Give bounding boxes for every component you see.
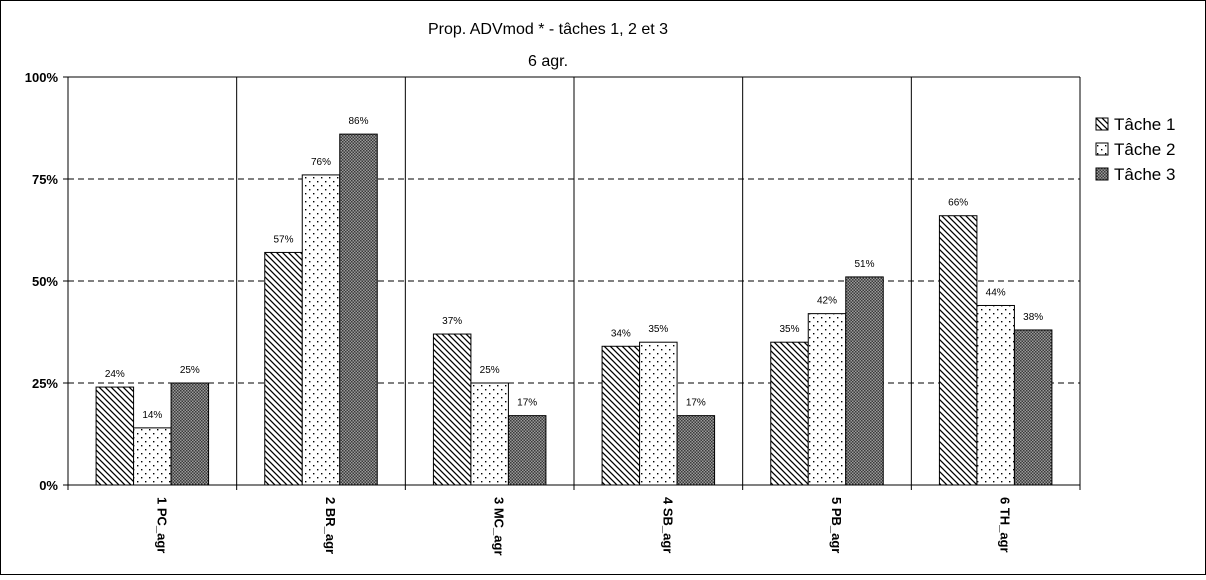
legend-swatch bbox=[1095, 117, 1109, 131]
bars-layer: 24% 14% 25% 57% 76% 86% 37% 25% 17% 34% 35% 17% 35% 4… bbox=[95, 116, 1053, 486]
data-label: 38% bbox=[1023, 312, 1043, 323]
chart-title: Prop. ADVmod * - tâches 1, 2 et 3 bbox=[428, 21, 668, 38]
data-label: 25% bbox=[480, 365, 500, 376]
bar bbox=[1013, 329, 1053, 486]
bar bbox=[470, 382, 509, 486]
data-label: 24% bbox=[105, 369, 125, 380]
bar bbox=[976, 304, 1015, 486]
data-label: 25% bbox=[180, 365, 200, 376]
y-tick-label: 25% bbox=[32, 376, 58, 391]
bar bbox=[133, 427, 172, 486]
bar bbox=[770, 341, 809, 486]
data-label: 14% bbox=[142, 410, 162, 421]
bar bbox=[170, 382, 210, 486]
data-label: 51% bbox=[854, 259, 874, 270]
legend-swatch bbox=[1095, 142, 1109, 156]
legend-label: Tâche 1 bbox=[1114, 115, 1175, 134]
x-tick-label: 5 PB_agr bbox=[829, 497, 844, 553]
data-label: 35% bbox=[648, 324, 668, 335]
bar bbox=[507, 415, 547, 486]
legend-label: Tâche 2 bbox=[1114, 140, 1175, 159]
data-label: 17% bbox=[517, 398, 537, 409]
y-tick-label: 75% bbox=[32, 172, 58, 187]
data-label: 35% bbox=[779, 324, 799, 335]
data-label: 34% bbox=[611, 328, 631, 339]
legend: Tâche 1 Tâche 2 Tâche 3 bbox=[1095, 115, 1175, 184]
bar bbox=[938, 215, 978, 486]
x-tick-label: 2 BR_agr bbox=[323, 497, 338, 554]
y-tick-label: 0% bbox=[39, 478, 58, 493]
x-tick-label: 3 MC_agr bbox=[492, 497, 507, 556]
legend-swatch bbox=[1095, 167, 1109, 181]
y-tick-label: 50% bbox=[32, 274, 58, 289]
bar bbox=[845, 276, 884, 486]
y-tick-label: 100% bbox=[25, 70, 59, 85]
bar bbox=[339, 133, 378, 486]
x-tick-label: 6 TH_agr bbox=[998, 497, 1013, 553]
legend-label: Tâche 3 bbox=[1114, 165, 1175, 184]
bar bbox=[264, 251, 303, 486]
x-tick-label: 1 PC_agr bbox=[154, 497, 169, 553]
axes-layer: 0% 25% 50% 75% 100% 1 PC_agr 2 BR_agr 3 MC_agr 4… bbox=[25, 70, 1081, 556]
bar bbox=[807, 313, 847, 486]
data-label: 17% bbox=[686, 398, 706, 409]
bar bbox=[676, 415, 716, 486]
data-label: 76% bbox=[311, 157, 331, 168]
data-label: 44% bbox=[986, 287, 1006, 298]
grid-lines bbox=[68, 76, 1081, 485]
bar bbox=[301, 174, 341, 486]
bar bbox=[601, 345, 641, 486]
data-label: 66% bbox=[948, 198, 968, 209]
bar bbox=[639, 341, 678, 486]
data-label: 86% bbox=[348, 116, 368, 127]
bar bbox=[95, 386, 135, 486]
x-tick-label: 4 SB_agr bbox=[660, 497, 675, 553]
data-label: 37% bbox=[442, 316, 462, 327]
bar bbox=[432, 333, 472, 486]
data-label: 57% bbox=[273, 234, 293, 245]
chart-subtitle: 6 agr. bbox=[528, 53, 568, 70]
data-label: 42% bbox=[817, 296, 837, 307]
